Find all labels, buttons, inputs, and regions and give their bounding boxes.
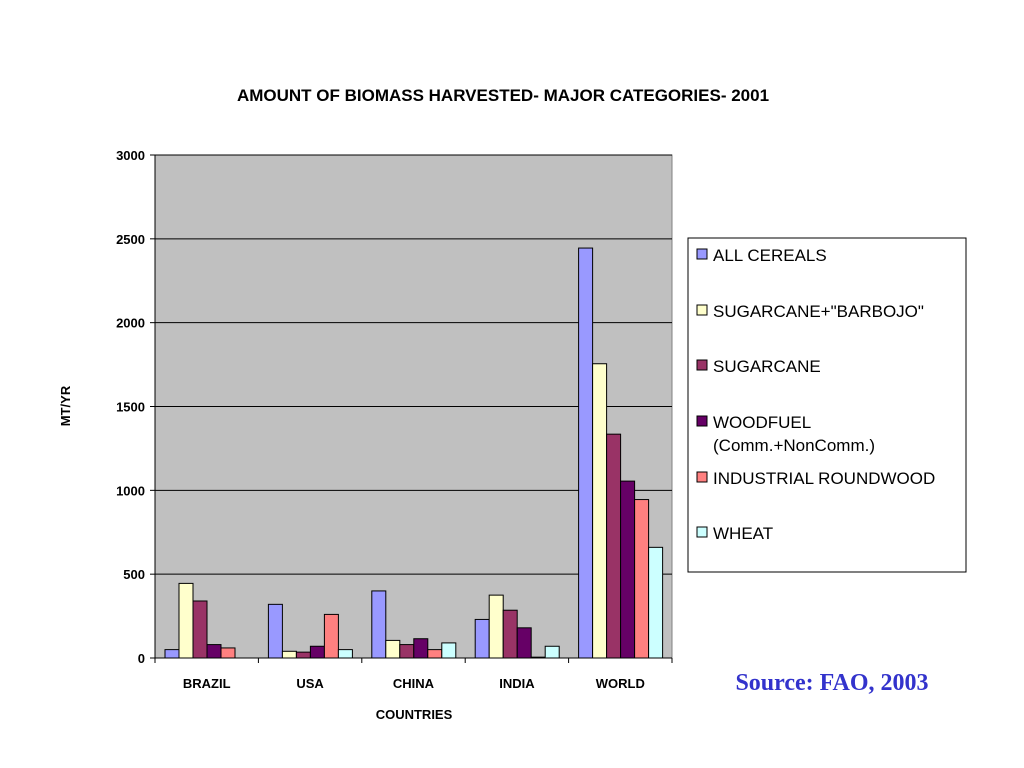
legend-box xyxy=(687,237,967,573)
bar-china-3 xyxy=(413,638,429,659)
bars xyxy=(164,247,664,659)
y-tick-label: 1500 xyxy=(116,400,145,415)
legend-label: INDUSTRIAL ROUNDWOOD xyxy=(713,469,935,488)
bar-usa-2 xyxy=(295,651,311,659)
legend-label: SUGARCANE xyxy=(713,357,821,376)
bar-world-1 xyxy=(592,363,608,659)
x-tick-label: USA xyxy=(296,676,324,691)
legend-swatch xyxy=(696,471,708,483)
legend-swatch xyxy=(696,526,708,538)
y-tick-labels: 0 500 1000 1500 2000 2500 3000 xyxy=(116,148,145,666)
x-tick-label: CHINA xyxy=(393,676,435,691)
bar-brazil-4 xyxy=(220,647,236,659)
bar-china-2 xyxy=(399,644,415,659)
bar-world-3 xyxy=(620,480,636,659)
y-axis-label: MT/YR xyxy=(58,385,73,426)
x-tick-label: WORLD xyxy=(596,676,645,691)
x-tick-label: INDIA xyxy=(499,676,535,691)
bar-india-0 xyxy=(474,618,490,659)
bar-india-5 xyxy=(544,645,560,659)
legend-label: WOODFUEL xyxy=(713,413,811,432)
bar-india-1 xyxy=(488,594,504,659)
legend-label: SUGARCANE+"BARBOJO" xyxy=(713,302,924,321)
legend-swatch xyxy=(696,359,708,371)
bar-china-0 xyxy=(371,590,387,659)
legend-label: WHEAT xyxy=(713,524,773,543)
legend-swatch xyxy=(696,248,708,260)
y-tick-label: 1000 xyxy=(116,483,145,498)
bar-india-3 xyxy=(516,627,532,659)
x-tick-labels: BRAZIL USA CHINA INDIA WORLD xyxy=(183,676,645,691)
bar-usa-3 xyxy=(309,645,325,659)
axes xyxy=(150,154,673,663)
bar-usa-1 xyxy=(281,650,297,659)
bar-china-5 xyxy=(441,642,457,659)
chart-title: AMOUNT OF BIOMASS HARVESTED- MAJOR CATEG… xyxy=(237,86,769,105)
y-tick-label: 2000 xyxy=(116,316,145,331)
x-tick-label: BRAZIL xyxy=(183,676,231,691)
bar-world-5 xyxy=(648,546,664,659)
bar-usa-4 xyxy=(323,613,339,659)
bar-world-4 xyxy=(634,499,650,659)
bar-brazil-1 xyxy=(178,582,194,659)
bar-world-2 xyxy=(606,433,622,659)
bar-china-1 xyxy=(385,639,401,659)
y-tick-label: 500 xyxy=(123,567,145,582)
y-tick-label: 0 xyxy=(138,651,145,666)
source-note: Source: FAO, 2003 xyxy=(735,670,928,696)
bar-brazil-0 xyxy=(164,649,180,659)
y-tick-label: 3000 xyxy=(116,148,145,163)
legend-swatch xyxy=(696,415,708,427)
bar-world-0 xyxy=(578,247,594,659)
bar-brazil-3 xyxy=(206,644,222,659)
bar-china-4 xyxy=(427,649,443,659)
legend-label: (Comm.+NonComm.) xyxy=(713,436,875,455)
bar-usa-5 xyxy=(337,649,353,659)
y-tick-label: 2500 xyxy=(116,232,145,247)
x-axis-label: COUNTRIES xyxy=(376,707,453,722)
legend-swatch xyxy=(696,304,708,316)
legend-label: ALL CEREALS xyxy=(713,246,827,265)
bar-brazil-2 xyxy=(192,600,208,659)
legend: ALL CEREALS SUGARCANE+"BARBOJO" SUGARCANE W… xyxy=(687,237,967,573)
bar-usa-0 xyxy=(267,603,283,659)
bar-india-2 xyxy=(502,609,518,659)
